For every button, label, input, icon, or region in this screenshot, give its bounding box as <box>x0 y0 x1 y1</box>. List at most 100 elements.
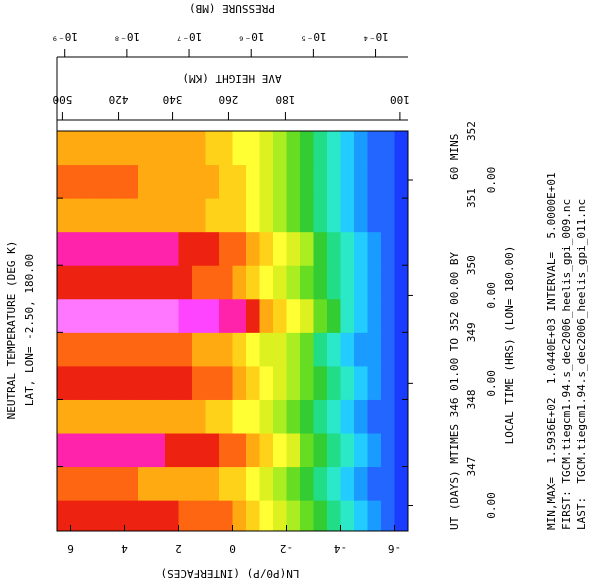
x-tick-label: 0 <box>229 542 236 555</box>
contour-cell <box>205 332 220 367</box>
contour-cell <box>151 332 166 367</box>
contour-cell <box>381 265 395 300</box>
contour-cell <box>246 500 260 531</box>
contour-cell <box>205 365 220 400</box>
contour-cell <box>232 399 247 434</box>
contour-cell <box>367 500 382 531</box>
contour-cell <box>327 466 341 501</box>
contour-cell <box>300 365 314 400</box>
contour-cell <box>138 265 152 300</box>
contour-cell <box>286 231 301 266</box>
contour-cell <box>151 231 166 266</box>
contour-cell <box>273 198 287 233</box>
contour-cell <box>151 365 166 400</box>
contour-cell <box>111 298 125 333</box>
contour-cell <box>340 399 355 434</box>
contour-cell <box>151 433 166 468</box>
contour-cell <box>246 433 260 468</box>
contour-cell <box>259 231 274 266</box>
contour-cell <box>340 365 355 400</box>
contour-cell <box>246 466 260 501</box>
chart-title: NEUTRAL TEMPERATURE (DEG K) <box>5 241 18 420</box>
contour-cell <box>259 399 274 434</box>
contour-cell <box>192 332 206 367</box>
contour-cell <box>192 466 206 501</box>
contour-cell <box>286 466 301 501</box>
contour-cell <box>138 298 152 333</box>
pressure-tick-label: 10⁻⁸ <box>114 30 141 43</box>
x-tick-label: 4 <box>121 542 128 555</box>
contour-cell <box>57 332 71 367</box>
contour-cell <box>246 298 260 333</box>
y-tick-label: 350 <box>465 255 478 275</box>
height-tick-label: 100 <box>390 93 410 106</box>
contour-cell <box>178 365 193 400</box>
contour-cell <box>97 399 112 434</box>
contour-cell <box>70 265 85 300</box>
contour-cell <box>124 433 139 468</box>
note: LAST: TGCM.tiegcm1.94.s_dec2006_heelis_g… <box>575 199 588 530</box>
contour-cell <box>138 433 152 468</box>
contour-cell <box>313 433 328 468</box>
contour-cell <box>151 500 166 531</box>
contour-cell <box>165 131 179 166</box>
contour-cell <box>232 332 247 367</box>
contour-cell <box>246 164 260 199</box>
contour-cell <box>192 231 206 266</box>
y-tick-label: 352 <box>465 121 478 141</box>
contour-cell <box>165 399 179 434</box>
contour-cell <box>178 198 193 233</box>
contour-cell <box>286 131 301 166</box>
contour-cell <box>124 231 139 266</box>
contour-cell <box>178 399 193 434</box>
contour-cell <box>246 231 260 266</box>
contour-cell <box>340 500 355 531</box>
contour-cell <box>300 500 314 531</box>
contour-cell <box>354 399 368 434</box>
contour-cell <box>178 433 193 468</box>
contour-cell <box>192 399 206 434</box>
contour-cell <box>192 500 206 531</box>
contour-cell <box>300 433 314 468</box>
contour-cell <box>273 298 287 333</box>
contour-cell <box>205 131 220 166</box>
contour-cell <box>57 198 71 233</box>
contour-cell <box>246 365 260 400</box>
local-time-label: LOCAL TIME (HRS) (LON= 180.00) <box>503 246 516 445</box>
contour-cell <box>381 198 395 233</box>
height-tick-label: 500 <box>52 93 72 106</box>
y-tick-label: 349 <box>465 322 478 342</box>
contour-cell <box>70 433 85 468</box>
contour-cell <box>286 399 301 434</box>
contour-cell <box>273 164 287 199</box>
height-axis-label: AVE HEIGHT (KM) <box>182 72 281 85</box>
contour-cell <box>178 500 193 531</box>
contour-cell <box>84 265 98 300</box>
contour-cell <box>57 164 71 199</box>
contour-cell <box>354 265 368 300</box>
contour-cell <box>97 433 112 468</box>
contour-cell <box>70 399 85 434</box>
contour-cell <box>219 164 233 199</box>
contour-cell <box>367 164 382 199</box>
note: MIN,MAX= 1.5936E+02 1.0440E+03 INTERVAL=… <box>545 172 558 530</box>
contour-cell <box>273 332 287 367</box>
contour-cell <box>286 265 301 300</box>
contour-cell <box>340 332 355 367</box>
contour-cell <box>97 265 112 300</box>
contour-cell <box>232 500 247 531</box>
contour-cell <box>394 198 408 233</box>
contour-cell <box>394 365 408 400</box>
contour-cell <box>367 198 382 233</box>
contour-cell <box>259 332 274 367</box>
contour-cell <box>354 433 368 468</box>
contour-cell <box>367 399 382 434</box>
contour-cell <box>367 265 382 300</box>
contour-cell <box>327 265 341 300</box>
contour-cell <box>313 399 328 434</box>
contour-cell <box>246 332 260 367</box>
contour-cell <box>219 298 233 333</box>
contour-cell <box>84 365 98 400</box>
contour-cell <box>57 231 71 266</box>
contour-cell <box>327 365 341 400</box>
